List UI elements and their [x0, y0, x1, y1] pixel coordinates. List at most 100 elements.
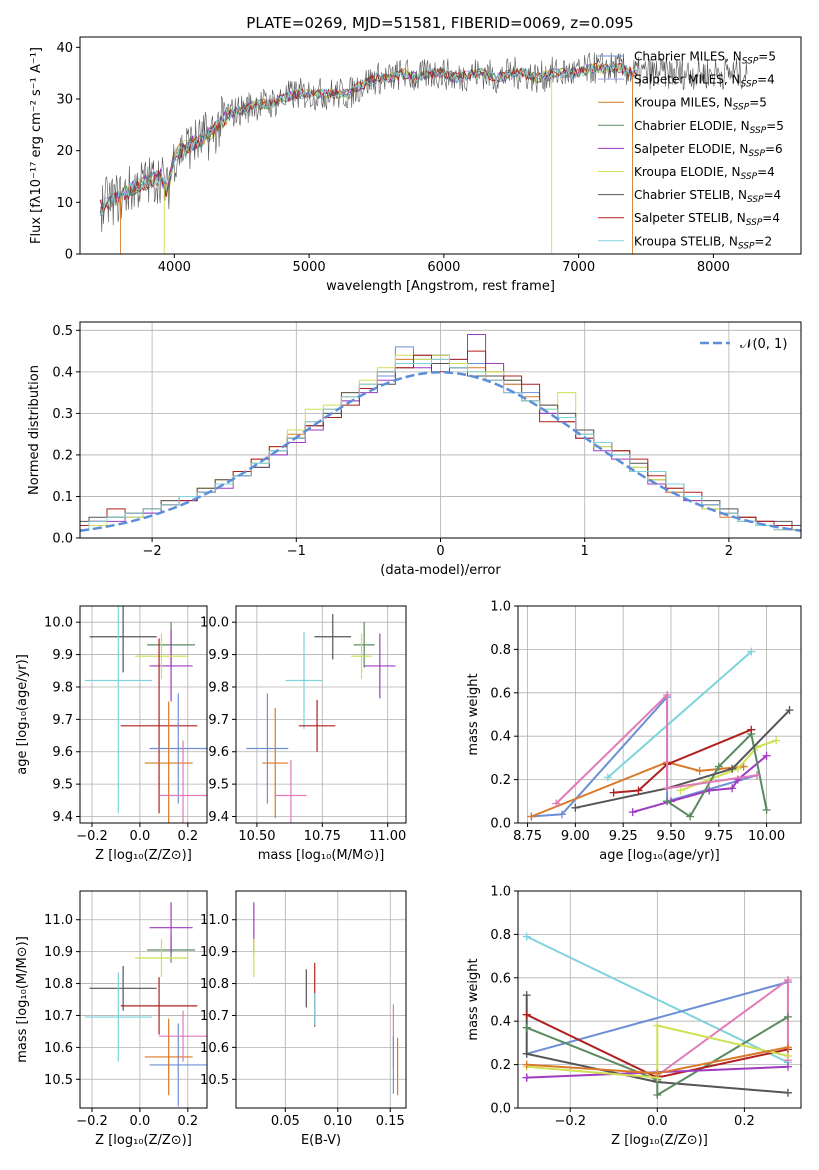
weight-marker	[603, 773, 612, 782]
y-tick-label: 10.7	[200, 1009, 229, 1024]
y-tick-label: 9.8	[208, 680, 229, 695]
weight-marker	[653, 1069, 662, 1078]
axes-frame	[235, 890, 407, 1109]
plot-area	[80, 606, 207, 823]
x-tick-label: 8000	[697, 260, 730, 275]
y-axis-label: mass weight	[466, 673, 481, 755]
weight-marker	[762, 751, 771, 760]
weight-marker	[634, 786, 643, 795]
y-tick-label: 20	[56, 144, 73, 159]
legend: Chabrier MILES, NSSP=5 Salpeter MILES, NS…	[598, 50, 784, 251]
histogram-step	[80, 358, 801, 531]
x-tick-label: 9.00	[561, 829, 590, 844]
legend-label: Chabrier ELODIE, NSSP=5	[634, 119, 784, 136]
spectrum-line	[99, 62, 639, 216]
weight-marker	[695, 766, 704, 775]
panel-age-vs-mass: 10.50 10.75 11.00 9.4 9.5 9.6 9.7 9.8 9.9 10.0 mas…	[200, 605, 407, 863]
normal-curve	[80, 371, 801, 532]
x-tick-label: 9.75	[704, 829, 733, 844]
x-tick-label: 4000	[158, 260, 191, 275]
y-tick-label: 0.2	[490, 1058, 511, 1073]
weight-line	[526, 1016, 789, 1097]
y-tick-label: 0.2	[490, 773, 511, 788]
plot-area	[518, 606, 801, 823]
y-tick-label: 10.8	[44, 977, 73, 992]
x-tick-label: 10.00	[748, 829, 785, 844]
x-tick-label: −1	[287, 544, 306, 559]
x-tick-label: 0.2	[177, 829, 198, 844]
weight-marker	[686, 812, 695, 821]
weight-marker	[714, 762, 723, 771]
panel-mass-weight-vs-Z: −0.2 0.0 0.2 0.0 0.2 0.4 0.6 0.8 1.0 Z [log₁₀(Z/Z…	[466, 885, 802, 1148]
x-tick-label: 0.0	[130, 829, 151, 844]
error-point	[149, 1023, 207, 1107]
x-tick-label: 0.0	[647, 1114, 668, 1129]
y-tick-label: 0.1	[52, 490, 73, 505]
weight-marker	[628, 808, 637, 817]
weight-marker	[552, 799, 561, 808]
y-tick-label: 10.8	[200, 977, 229, 992]
error-point	[298, 699, 336, 752]
axes-decor: −0.2 0.0 0.2 0.0 0.2 0.4 0.6 0.8 1.0 Z [log₁₀(Z/Z…	[466, 885, 802, 1148]
weight-marker	[772, 736, 781, 745]
weight-line	[526, 981, 789, 1055]
legend-label: Salpeter MILES, NSSP=4	[634, 73, 775, 90]
x-tick-label: 9.50	[656, 829, 685, 844]
error-point	[89, 965, 157, 1011]
weight-line	[531, 761, 744, 818]
error-point	[149, 902, 193, 954]
plot-area	[236, 606, 406, 823]
weight-marker	[522, 991, 531, 1000]
y-tick-label: 9.7	[208, 713, 229, 728]
x-tick-label: 10.50	[238, 829, 275, 844]
error-point	[149, 693, 207, 804]
y-tick-label: 0.0	[52, 532, 73, 547]
plot-area	[236, 891, 406, 1108]
weight-marker	[785, 706, 794, 715]
weight-line	[526, 1024, 789, 1079]
y-tick-label: 10	[56, 196, 73, 211]
y-tick-label: 0.0	[490, 1102, 511, 1117]
y-tick-label: 0.5	[52, 324, 73, 339]
legend-label: Salpeter ELODIE, NSSP=6	[634, 142, 783, 159]
x-tick-label: 0.2	[734, 1114, 755, 1129]
panel-mass-weight-vs-age: 8.75 9.00 9.25 9.50 9.75 10.00 0.0 0.2 0.4 0.6 0.8…	[466, 600, 802, 863]
weight-line	[613, 728, 752, 794]
x-tick-label: 11.00	[369, 829, 406, 844]
x-axis-label: wavelength [Angstrom, rest frame]	[326, 279, 555, 294]
x-tick-label: 0.15	[376, 1114, 405, 1129]
x-tick-label: −0.2	[76, 829, 108, 844]
weight-marker	[747, 647, 756, 656]
x-axis-label: Z [log₁₀(Z/Z⊙)]	[95, 1133, 192, 1148]
y-tick-label: 9.9	[208, 648, 229, 663]
y-tick-label: 0	[65, 248, 73, 263]
weight-marker	[783, 975, 792, 984]
legend-label: Kroupa ELODIE, NSSP=4	[634, 165, 775, 182]
x-axis-label: (data-model)/error	[380, 563, 501, 578]
x-tick-label: −0.2	[554, 1114, 586, 1129]
weight-marker	[653, 1021, 662, 1030]
y-tick-label: 9.7	[52, 713, 73, 728]
legend-label: Chabrier STELIB, NSSP=4	[634, 188, 781, 205]
error-point	[120, 638, 198, 814]
y-tick-label: 0.8	[490, 928, 511, 943]
y-tick-label: 10.6	[200, 1041, 229, 1056]
y-tick-label: 1.0	[490, 885, 511, 900]
weight-line	[526, 935, 789, 1064]
weight-marker	[762, 805, 771, 814]
axes-decor: 0.05 0.10 0.15 10.5 10.6 10.7 10.8 10.9 11.0 E(B-…	[200, 890, 407, 1148]
error-point	[89, 606, 157, 673]
x-axis-label: Z [log₁₀(Z/Z⊙)]	[611, 1133, 708, 1148]
weight-marker	[522, 1023, 531, 1032]
weight-marker	[557, 810, 566, 819]
y-tick-label: 0.4	[490, 1015, 511, 1030]
y-tick-label: 10.5	[200, 1073, 229, 1088]
panel-age-vs-Z: −0.2 0.0 0.2 9.4 9.5 9.6 9.7 9.8 9.9 10.0 Z [log₁₀…	[15, 605, 208, 863]
weight-marker	[527, 812, 536, 821]
x-axis-label: Z [log₁₀(Z/Z⊙)]	[95, 848, 192, 863]
plot-content	[253, 902, 399, 1096]
error-point	[84, 972, 152, 1062]
error-point	[135, 633, 188, 679]
weight-marker	[753, 771, 762, 780]
